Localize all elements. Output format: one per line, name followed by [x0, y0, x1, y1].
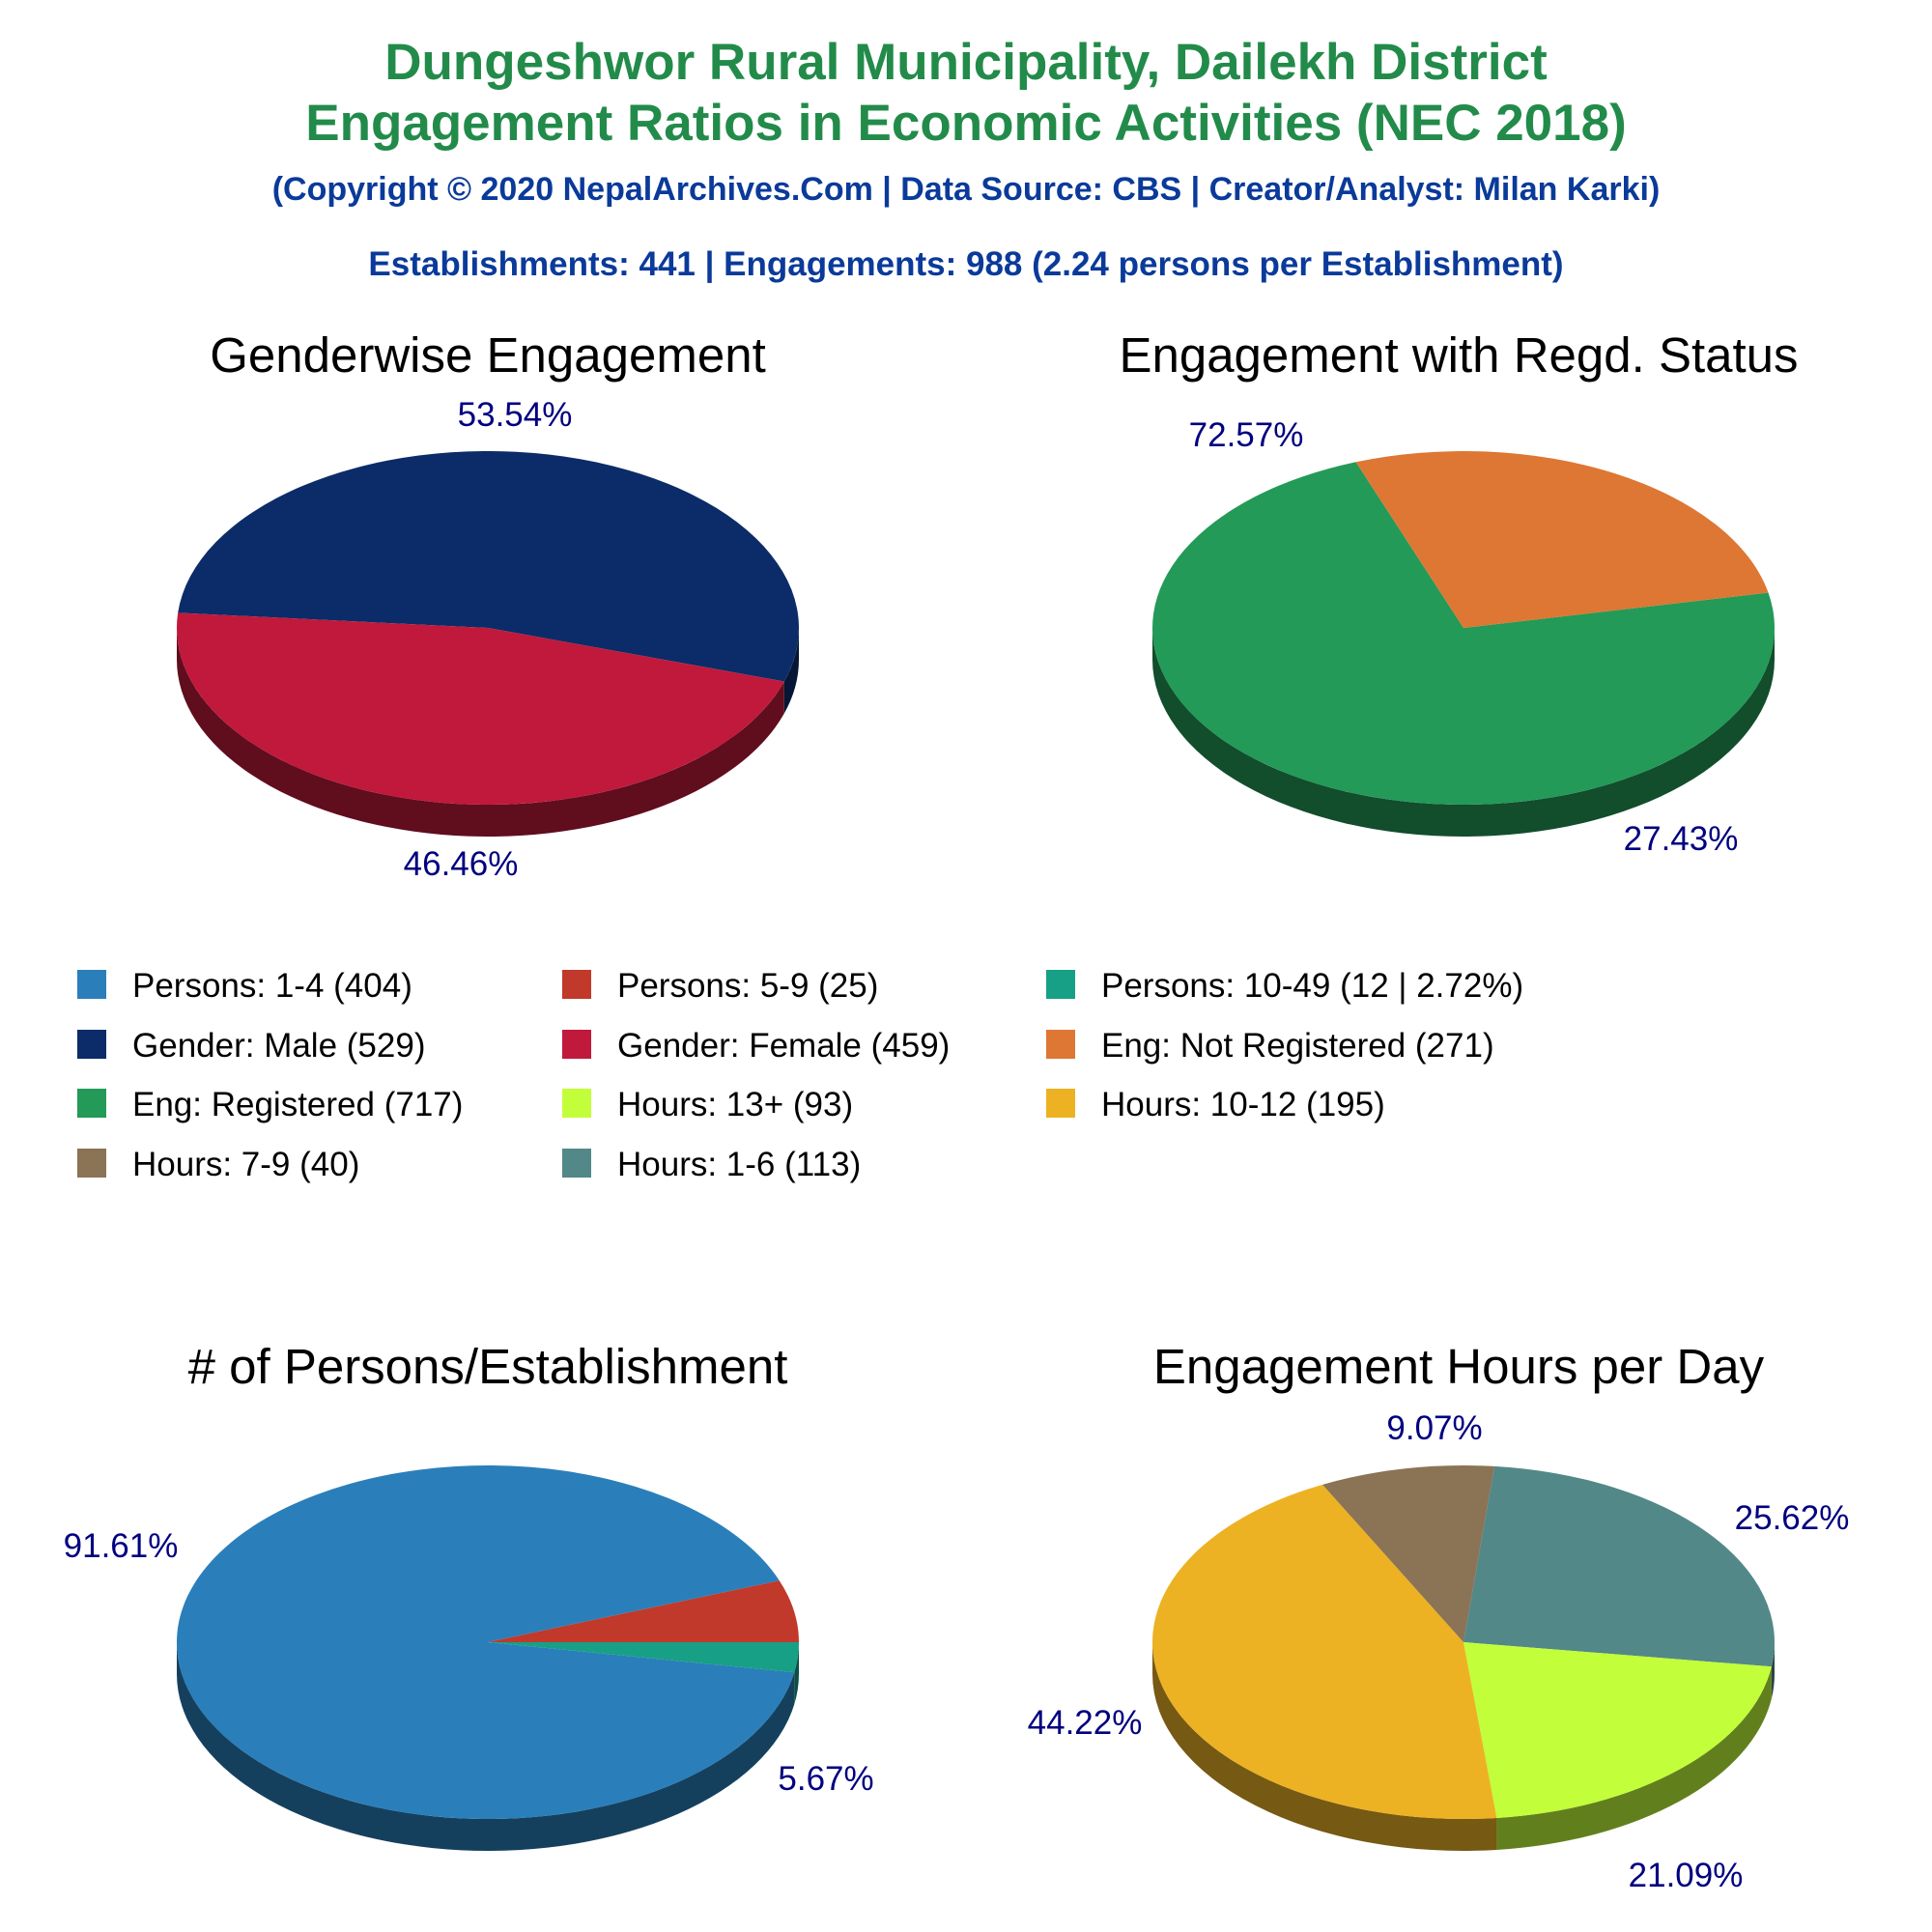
legend-item-persons-5-9-25: Persons: 5-9 (25): [562, 967, 878, 1005]
legend-swatch: [562, 970, 591, 999]
legend-swatch: [562, 1089, 591, 1118]
legend-item-persons-1-4-404: Persons: 1-4 (404): [77, 967, 412, 1005]
pie-genderwise-engagement: 53.54% 46.46%: [176, 396, 800, 883]
pie-slice-eng-registered: [1152, 462, 1775, 805]
pie-slice-gender-male: [178, 451, 799, 682]
pie-slice-persons-5-9: [488, 1580, 799, 1643]
pct-label-hours-7-9: 9.07%: [1386, 1409, 1482, 1447]
pie-title-registration: Engagement with Regd. Status: [1119, 327, 1798, 383]
legend-swatch: [1046, 1030, 1075, 1059]
pie-wall-persons-1-4: [177, 1642, 795, 1852]
pie-wall-hours-10-12: [1152, 1642, 1497, 1851]
pct-label-gender-male: 53.54%: [458, 396, 573, 434]
pie-slice-persons-1-4: [176, 1464, 795, 1819]
legend-label: Hours: 1-6 (113): [617, 1146, 861, 1183]
pct-label-hours-13: 21.09%: [1629, 1857, 1744, 1894]
legend-item-eng-registered-717: Eng: Registered (717): [77, 1086, 463, 1123]
legend-item-persons-10-49-12-2-72: Persons: 10-49 (12 | 2.72%): [1046, 967, 1523, 1005]
pie-wall-hours-1-6: [1771, 1642, 1775, 1699]
legend-swatch: [562, 1030, 591, 1059]
title-line-2: Engagement Ratios in Economic Activities…: [305, 95, 1627, 152]
legend-swatch: [562, 1149, 591, 1178]
legend-item-hours-7-9-40: Hours: 7-9 (40): [77, 1146, 359, 1183]
pie-wall-gender-male: [783, 628, 800, 714]
legend-swatch: [77, 1030, 106, 1059]
stats-line: Establishments: 441 | Engagements: 988 (…: [368, 245, 1563, 283]
pct-label-hours-1-6: 25.62%: [1735, 1499, 1850, 1537]
title-line-1: Dungeshwor Rural Municipality, Dailekh D…: [384, 34, 1548, 91]
pie-charts: 53.54% 46.46% 72.57% 27.43% 91.61% 5.67% 25.62…: [64, 396, 1850, 1894]
pie-wall-gender-female: [177, 628, 784, 838]
pie-engagement-with-regd-status: 72.57% 27.43%: [1152, 416, 1775, 858]
pie-slice-hours-7-9: [1322, 1465, 1494, 1642]
pie-slice-hours-10-12: [1152, 1484, 1497, 1819]
legend-item-gender-female-459: Gender: Female (459): [562, 1027, 950, 1065]
pie-engagement-hours-per-day: 25.62% 21.09% 44.22% 9.07%: [1028, 1409, 1850, 1894]
legend-item-gender-male-529: Gender: Male (529): [77, 1027, 425, 1065]
legend-label: Persons: 1-4 (404): [132, 967, 412, 1005]
legend-label: Gender: Female (459): [617, 1027, 950, 1065]
pie-slice-hours-1-6: [1463, 1465, 1775, 1667]
pie-of-persons-establishment: 91.61% 5.67%: [64, 1464, 874, 1852]
pie-slice-eng-not-registered: [1355, 451, 1769, 628]
legend-swatch: [77, 970, 106, 999]
legend-swatch: [1046, 970, 1075, 999]
pie-title-gender: Genderwise Engagement: [210, 327, 766, 383]
pie-wall-persons-10-49: [794, 1642, 799, 1705]
legend-label: Eng: Not Registered (271): [1101, 1027, 1494, 1065]
pct-label-eng-not-registered: 27.43%: [1624, 820, 1739, 858]
pie-slice-hours-13: [1463, 1642, 1772, 1818]
pie-wall-hours-13: [1496, 1666, 1772, 1850]
legend-item-eng-not-registered-271: Eng: Not Registered (271): [1046, 1027, 1494, 1065]
legend-label: Persons: 5-9 (25): [617, 967, 878, 1005]
pct-label-eng-registered: 72.57%: [1189, 416, 1304, 454]
legend-swatch: [1046, 1089, 1075, 1118]
pie-slice-gender-female: [176, 612, 784, 806]
legend-label: Persons: 10-49 (12 | 2.72%): [1101, 967, 1523, 1005]
pct-label-gender-female: 46.46%: [404, 845, 519, 883]
legend-swatch: [77, 1089, 106, 1118]
pie-slice-persons-10-49: [488, 1642, 799, 1673]
pie-title-persons: # of Persons/Establishment: [188, 1339, 788, 1394]
pie-wall-eng-registered: [1152, 628, 1775, 837]
legend-label: Eng: Registered (717): [132, 1086, 463, 1123]
legend-swatch: [77, 1149, 106, 1178]
pct-label-persons-5-9: 5.67%: [778, 1760, 873, 1798]
legend-item-hours-1-6-113: Hours: 1-6 (113): [562, 1146, 861, 1183]
subtitle: (Copyright © 2020 NepalArchives.Com | Da…: [272, 171, 1661, 208]
legend-label: Hours: 10-12 (195): [1101, 1086, 1385, 1123]
legend-label: Gender: Male (529): [132, 1027, 425, 1065]
legend: Persons: 1-4 (404) Persons: 5-9 (25) Perso…: [77, 967, 1523, 1183]
legend-item-hours-10-12-195: Hours: 10-12 (195): [1046, 1086, 1385, 1123]
pct-label-persons-1-4: 91.61%: [64, 1527, 179, 1565]
pct-label-hours-10-12: 44.22%: [1028, 1704, 1143, 1742]
pie-title-hours: Engagement Hours per Day: [1153, 1339, 1765, 1394]
legend-item-hours-13-93: Hours: 13+ (93): [562, 1086, 853, 1123]
legend-label: Hours: 7-9 (40): [132, 1146, 359, 1183]
legend-label: Hours: 13+ (93): [617, 1086, 853, 1123]
